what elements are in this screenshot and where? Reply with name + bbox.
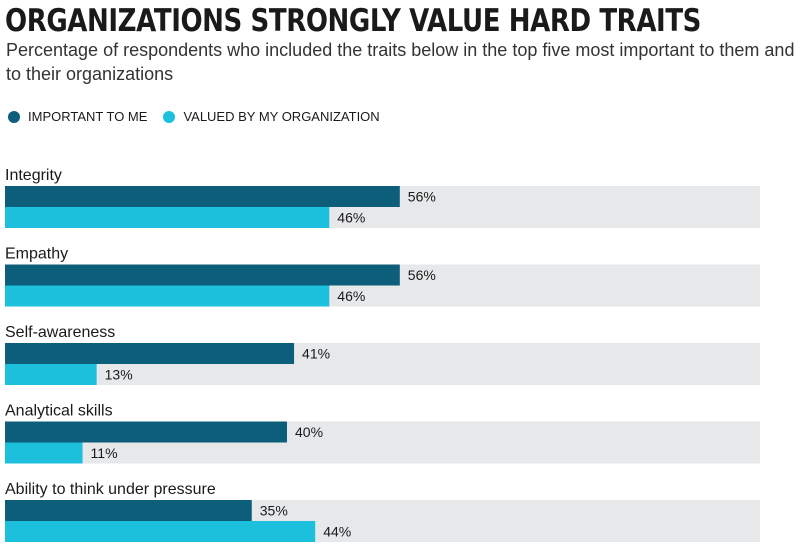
legend-dot-important-to-me [8, 110, 20, 123]
value-label-ability-to-think-under-pressure-important: 35% [260, 503, 288, 519]
bar-self-awareness-valued [5, 364, 97, 385]
bar-self-awareness-important [5, 343, 295, 364]
legend-item-valued-by-organization: VALUED BY MY ORGANIZATION [163, 109, 380, 124]
value-label-integrity-valued: 46% [337, 210, 365, 226]
legend-dot-valued-by-organization [163, 110, 176, 123]
bar-track-analytical-skills-valued [5, 442, 760, 464]
value-label-empathy-valued: 46% [337, 288, 365, 304]
bar-integrity-valued [5, 207, 330, 228]
legend-label-valued-by-organization: VALUED BY MY ORGANIZATION [183, 109, 380, 124]
legend-label-important-to-me: IMPORTANT TO ME [28, 109, 148, 124]
bar-ability-to-think-under-pressure-valued [5, 521, 316, 542]
category-label-ability-to-think-under-pressure: Ability to think under pressure [5, 481, 216, 498]
value-label-self-awareness-valued: 13% [105, 367, 133, 383]
category-label-empathy: Empathy [5, 246, 68, 263]
value-label-analytical-skills-valued: 11% [91, 445, 118, 461]
value-label-integrity-important: 56% [408, 189, 436, 205]
legend-item-important-to-me: IMPORTANT TO ME [8, 109, 147, 124]
chart-subtitle: Percentage of respondents who included t… [6, 40, 795, 84]
bar-integrity-important [5, 186, 400, 207]
category-label-analytical-skills: Analytical skills [5, 403, 113, 420]
value-label-analytical-skills-important: 40% [295, 424, 323, 440]
bar-empathy-important [5, 264, 400, 286]
bar-analytical-skills-valued [5, 442, 83, 464]
bar-analytical-skills-important [5, 421, 287, 443]
category-label-self-awareness: Self-awareness [5, 324, 115, 341]
value-label-ability-to-think-under-pressure-valued: 44% [323, 524, 351, 540]
legend: IMPORTANT TO ME VALUED BY MY ORGANIZATIO… [8, 109, 396, 124]
bar-ability-to-think-under-pressure-important [5, 500, 252, 521]
bar-track-self-awareness-valued [5, 364, 760, 385]
value-label-empathy-important: 56% [408, 267, 436, 283]
chart-title: ORGANIZATIONS STRONGLY VALUE HARD TRAITS [5, 3, 702, 39]
category-label-integrity: Integrity [5, 167, 62, 184]
value-label-self-awareness-important: 41% [302, 346, 330, 362]
bar-empathy-valued [5, 285, 330, 307]
